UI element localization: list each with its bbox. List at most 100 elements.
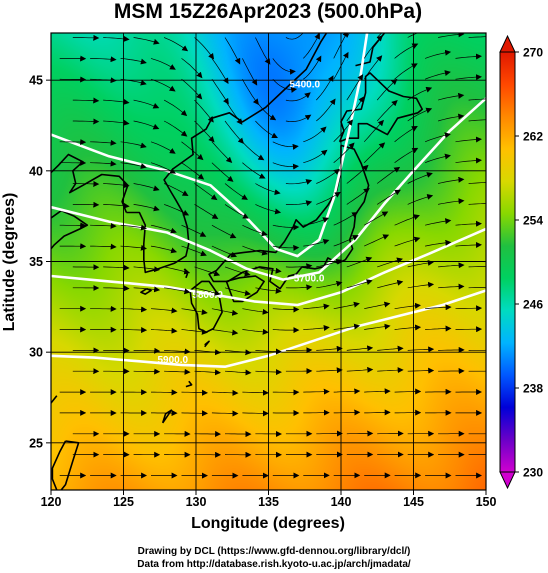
y-tick-label: 25 <box>29 436 43 450</box>
streamline-arrow <box>407 193 434 205</box>
streamline-arrow <box>425 325 452 332</box>
y-axis: 25 30 35 40 45 <box>29 74 51 450</box>
streamline-arrow <box>363 55 383 80</box>
streamline-arrow <box>272 224 300 231</box>
streamline-arrow <box>363 142 386 163</box>
streamline-arrow <box>364 211 389 226</box>
streamline-arrow <box>377 189 401 205</box>
credit-dcl: Drawing by DCL (https://www.gfd-dennou.o… <box>137 546 411 557</box>
streamline-arrow <box>455 220 482 227</box>
streamline-arrow <box>72 34 100 41</box>
streamline-arrow <box>363 119 384 143</box>
contour-label: 5400.0 <box>290 79 321 90</box>
coastline-segment <box>208 144 370 290</box>
streamline-arrow <box>90 139 117 146</box>
colorbar-top-triangle <box>499 34 516 53</box>
streamline-arrow <box>120 58 147 65</box>
coastlines <box>51 33 423 490</box>
streamline-arrow <box>272 306 300 313</box>
x-tick-label: 120 <box>41 495 62 509</box>
streamline-arrow <box>425 218 452 226</box>
streamline-arrow <box>394 63 418 80</box>
coastline-segment <box>140 287 152 295</box>
x-axis: 120 125 130 135 140 145 150 <box>41 490 496 509</box>
coastline-segment <box>51 440 67 490</box>
streamline-arrow <box>364 409 391 416</box>
streamline-arrow <box>72 180 100 187</box>
streamline-arrow <box>72 97 100 104</box>
x-tick-label: 130 <box>186 495 207 509</box>
streamline-arrow <box>211 141 233 163</box>
streamline-arrow <box>194 266 221 277</box>
streamline-arrow <box>164 266 191 275</box>
coastline-segment <box>225 275 265 303</box>
streamline-arrow <box>103 285 130 292</box>
streamline-arrow <box>333 301 360 310</box>
streamline-arrow <box>255 183 281 196</box>
streamline-arrow <box>272 58 296 75</box>
streamline-arrow <box>346 164 369 184</box>
streamline-arrow <box>364 323 391 330</box>
streamline-arrow <box>224 120 244 144</box>
x-tick-label: 145 <box>403 495 424 509</box>
streamline-arrow <box>194 99 214 123</box>
streamline-arrow <box>133 368 161 375</box>
streamline-arrow <box>438 176 465 184</box>
streamline-arrow <box>285 114 312 122</box>
streamline-arrow <box>407 33 419 38</box>
streamline-arrow <box>150 327 178 334</box>
streamline-arrow <box>425 304 452 311</box>
streamline-arrow <box>163 37 189 52</box>
streamline-arrow <box>103 264 130 271</box>
streamline-arrow <box>164 368 191 375</box>
streamline-arrow <box>285 92 311 102</box>
streamline-arrow <box>224 287 251 296</box>
streamline-arrow <box>103 98 130 105</box>
streamline-arrow <box>438 346 465 353</box>
streamline-arrow <box>468 182 486 184</box>
streamline-arrow <box>468 266 486 268</box>
streamline-arrow <box>224 204 249 219</box>
streamline-arrow <box>438 198 465 205</box>
coastline-segment <box>185 380 193 388</box>
streamline-arrow <box>72 201 100 208</box>
contour-label: 5800.0 <box>192 290 223 301</box>
colorbar-tick-label: 262 <box>523 130 543 144</box>
streamline-arrow <box>103 182 130 189</box>
streamline-arrow <box>316 280 343 289</box>
streamline-arrow <box>211 389 239 396</box>
streamline-arrow <box>272 78 298 93</box>
streamline-arrow <box>303 55 322 80</box>
streamline-arrow <box>133 120 160 130</box>
streamline-arrow <box>303 126 327 143</box>
streamline-arrow <box>303 388 330 395</box>
streamline-arrow <box>394 236 421 247</box>
colorbar-bottom-triangle <box>499 471 516 490</box>
streamline-arrow <box>316 345 343 352</box>
streamline-arrow <box>90 160 117 167</box>
streamline-arrow <box>394 214 420 226</box>
streamline-arrow <box>150 58 176 70</box>
streamline-arrow <box>438 33 465 38</box>
streamline-arrow <box>120 244 147 251</box>
streamline-arrow <box>242 224 268 237</box>
colorbar: 230 238 246 254 262 270 <box>499 34 543 490</box>
x-axis-label: Longitude (degrees) <box>191 515 345 532</box>
streamline-arrow <box>407 346 435 353</box>
colorbar-ticks: 230 238 246 254 262 270 <box>515 46 543 480</box>
streamline-arrow <box>194 183 218 201</box>
streamline-arrow <box>163 204 190 216</box>
streamline-arrow <box>333 142 355 163</box>
streamline-arrow <box>363 35 383 59</box>
streamline-arrow <box>303 217 330 226</box>
streamline-arrow <box>133 347 161 354</box>
streamline-arrow <box>285 179 313 185</box>
streamline-arrow <box>103 202 130 209</box>
streamline-arrow <box>211 329 239 336</box>
streamline-arrow <box>133 183 160 192</box>
y-tick-label: 40 <box>29 164 43 178</box>
streamline-arrow <box>120 224 147 231</box>
streamline-arrow <box>394 388 422 395</box>
colorbar-tick-label: 254 <box>523 214 543 228</box>
